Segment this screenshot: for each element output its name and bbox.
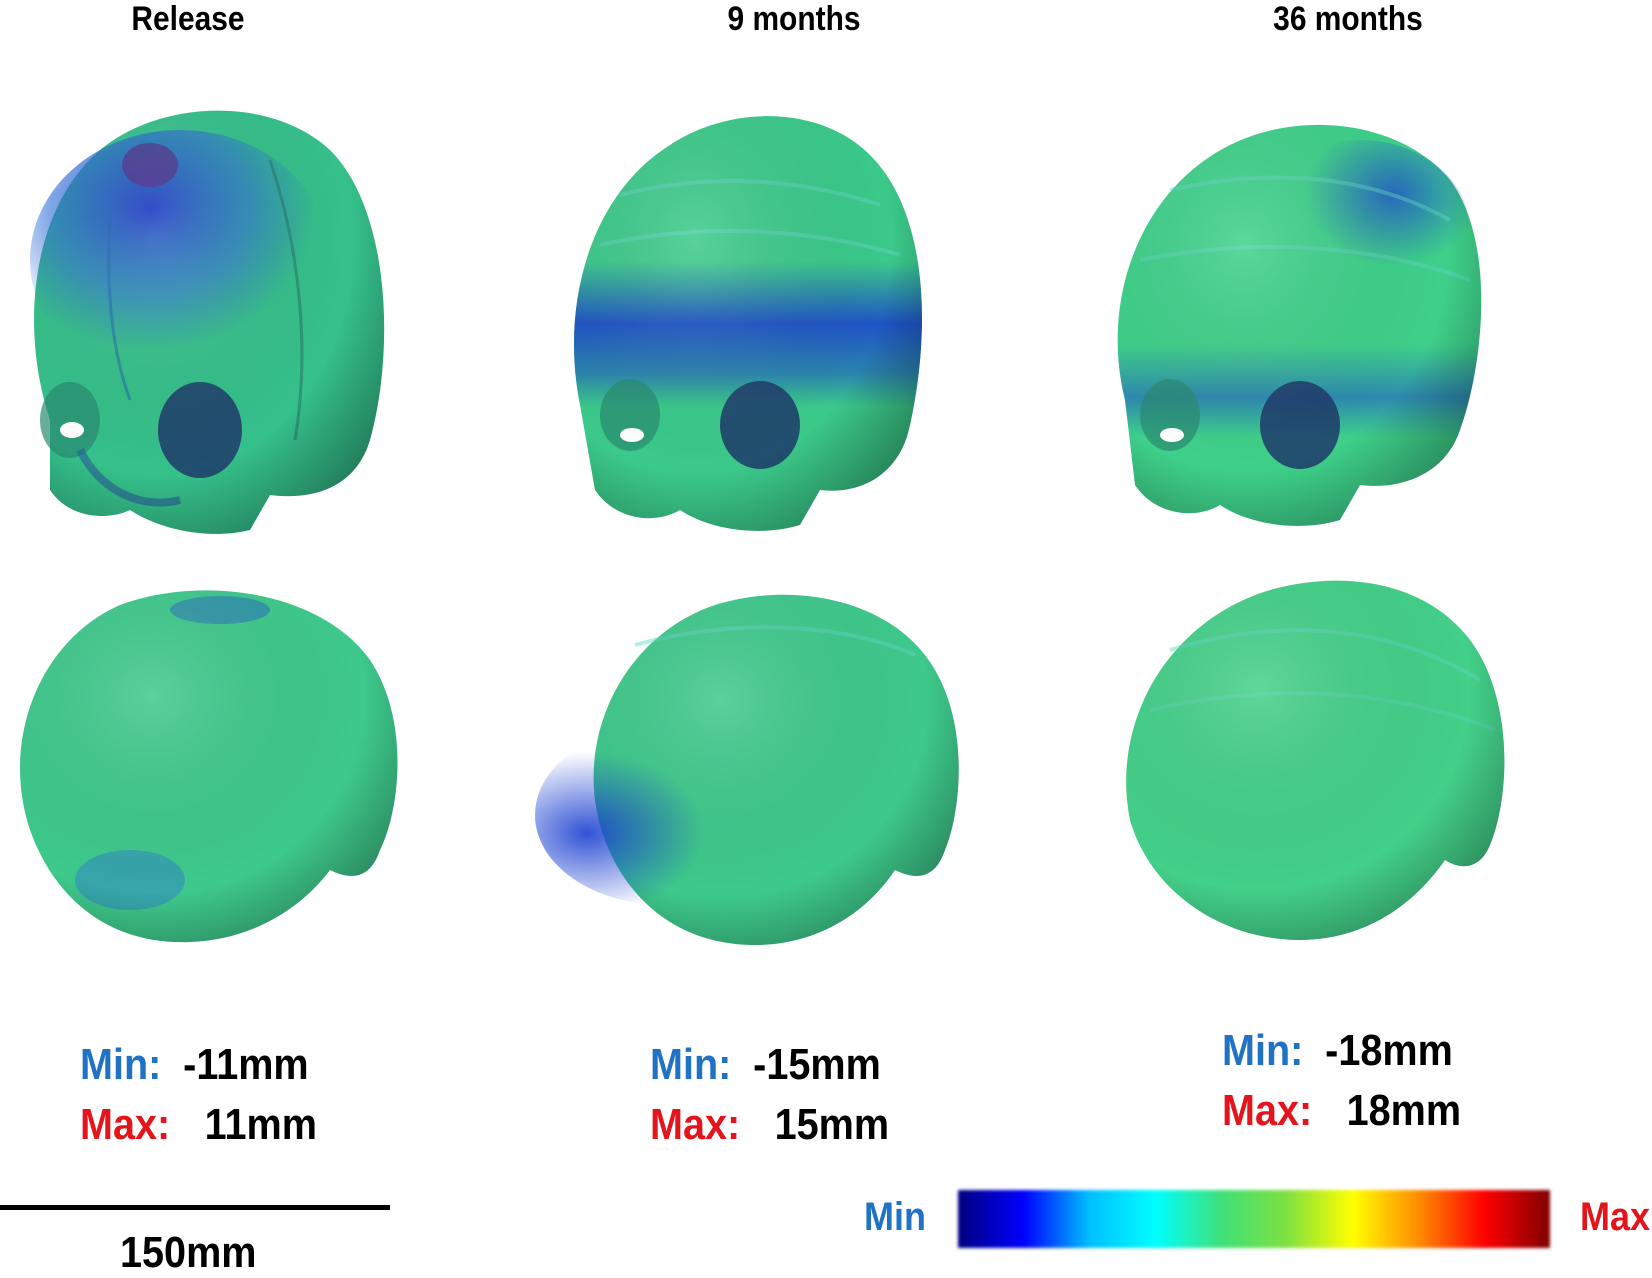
column-title-9-months: 9 months	[727, 0, 861, 38]
skull-back-9-months	[535, 594, 959, 945]
min-value: -11mm	[183, 1040, 309, 1089]
max-value: 18mm	[1346, 1086, 1462, 1135]
max-label: Max:	[1222, 1086, 1313, 1135]
max-label: Max:	[650, 1100, 741, 1149]
max-value: 11mm	[204, 1100, 317, 1149]
column-title-36-months: 36 months	[1273, 0, 1423, 38]
max-value: 15mm	[774, 1100, 890, 1149]
min-annotation-36-months: Min: -18mm	[1222, 1026, 1453, 1076]
min-label: Min:	[650, 1040, 732, 1089]
max-annotation-36-months: Max: 18mm	[1222, 1086, 1461, 1136]
max-annotation-9-months: Max: 15mm	[650, 1100, 889, 1150]
min-label: Min:	[80, 1040, 162, 1089]
scale-bar	[0, 1205, 390, 1210]
min-annotation-9-months: Min: -15mm	[650, 1040, 881, 1090]
skull-front-9-months	[574, 116, 922, 531]
colorbar-max-label: Max	[1580, 1195, 1651, 1239]
max-annotation-release: Max: 11mm	[80, 1100, 317, 1150]
skull-front-release	[30, 110, 385, 534]
column-title-release: Release	[131, 0, 245, 38]
skull-back-36-months	[1126, 580, 1505, 940]
min-value: -18mm	[1325, 1026, 1453, 1075]
skull-front-36-months	[1117, 124, 1482, 526]
colorbar-min-label: Min	[864, 1195, 926, 1239]
colorbar	[958, 1190, 1550, 1248]
scale-bar-label: 150mm	[120, 1228, 257, 1277]
skull-back-release	[20, 590, 398, 943]
min-annotation-release: Min: -11mm	[80, 1040, 309, 1090]
max-label: Max:	[80, 1100, 171, 1149]
min-label: Min:	[1222, 1026, 1304, 1075]
min-value: -15mm	[753, 1040, 881, 1089]
